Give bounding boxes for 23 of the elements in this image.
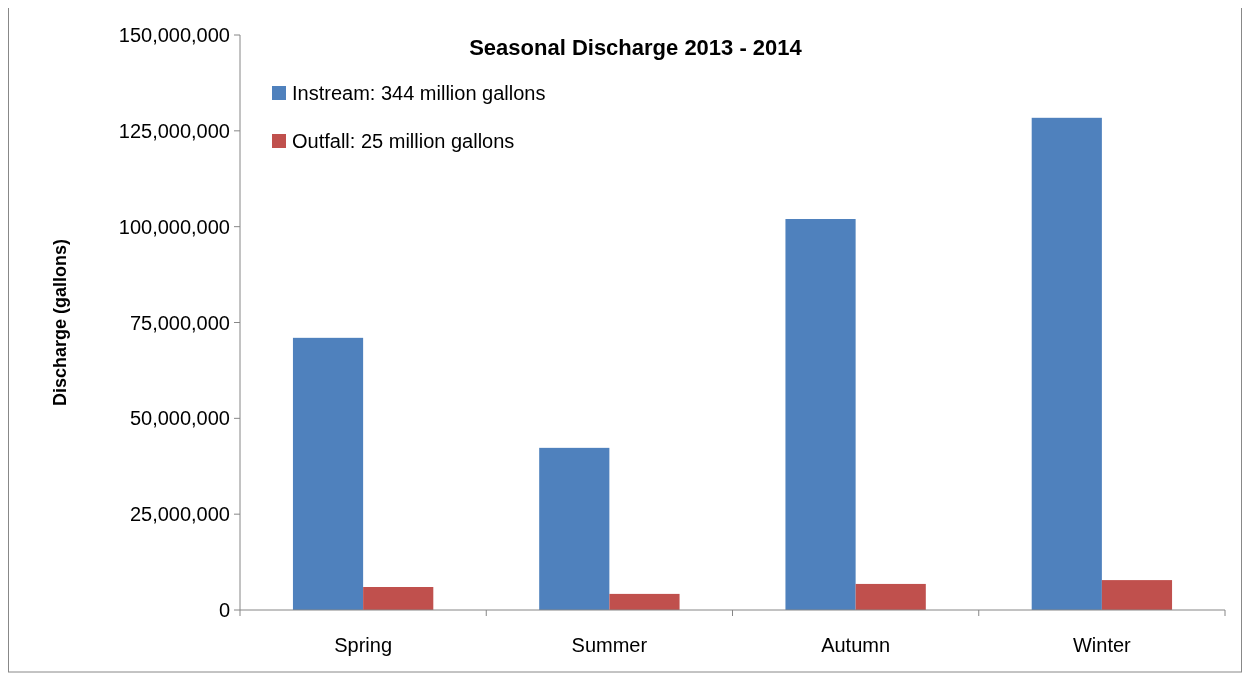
chart-title: Seasonal Discharge 2013 - 2014	[469, 35, 803, 60]
y-tick-label: 150,000,000	[118, 24, 230, 46]
y-tick-label: 0	[218, 599, 230, 621]
bar	[609, 593, 680, 610]
y-axis-title: Discharge (gallons)	[50, 238, 70, 407]
bar	[292, 337, 364, 610]
x-tick-label: Summer	[571, 634, 648, 656]
legend-label: Outfall: 25 million gallons	[292, 130, 515, 152]
y-tick-label: 125,000,000	[118, 119, 230, 142]
x-tick-label: Spring	[334, 634, 393, 656]
x-tick-label: Winter	[1072, 634, 1132, 656]
bar	[785, 219, 856, 610]
bar	[539, 447, 610, 610]
bar	[855, 583, 926, 610]
y-tick-label: 50,000,000	[129, 407, 230, 430]
bar	[1031, 117, 1102, 610]
y-tick-label: 100,000,000	[118, 215, 230, 238]
y-tick-label: 25,000,000	[129, 503, 230, 526]
bar	[363, 587, 434, 610]
bar	[1101, 580, 1173, 610]
legend-label: Instream: 344 million gallons	[292, 82, 546, 104]
x-tick-label: Autumn	[821, 634, 891, 656]
y-tick-label: 75,000,000	[129, 311, 230, 334]
